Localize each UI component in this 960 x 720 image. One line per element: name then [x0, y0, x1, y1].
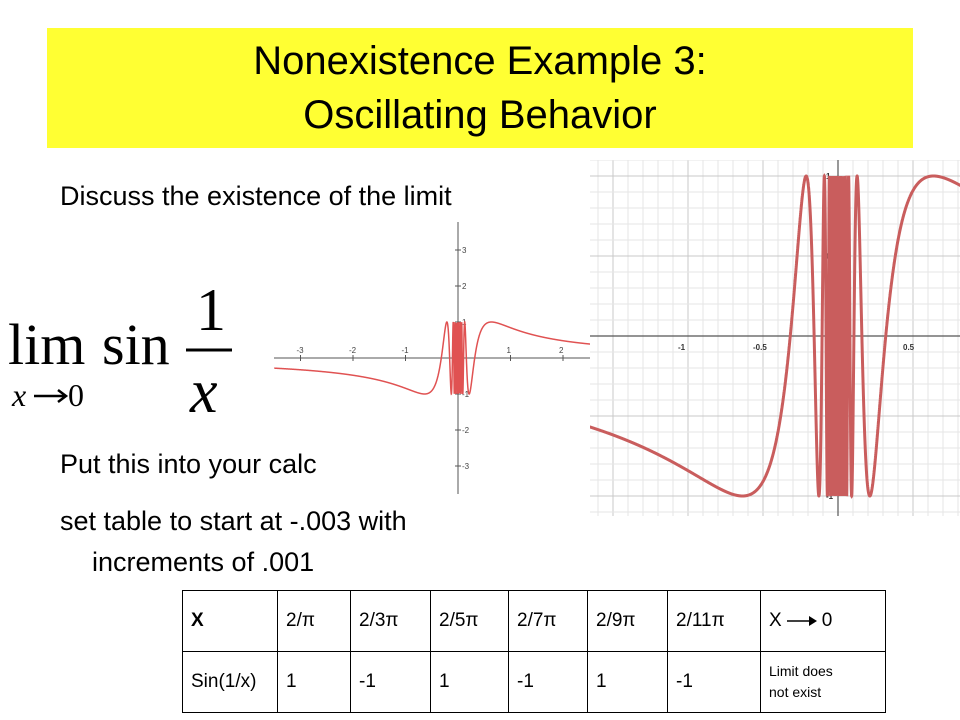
table-cell-x-header: X [182, 590, 278, 652]
prompt-text: Discuss the existence of the limit [60, 181, 452, 211]
table-cell: 2/π [277, 590, 351, 652]
table-cell: 2/5π [430, 590, 509, 652]
title-banner: Nonexistence Example 3: Oscillating Beha… [47, 28, 913, 148]
graph-small-y-tick-label: 2 [462, 282, 467, 291]
graph-zoomed-grid [590, 160, 960, 516]
graph-small-y-tick-label: -1 [462, 390, 470, 399]
formula-lim: lim [8, 312, 85, 377]
formula-subscript-zero: 0 [68, 377, 84, 413]
x-label: X [769, 610, 782, 631]
instruction-line-3: increments of .001 [92, 547, 315, 577]
sin-one-over-x-graph-zoomed: -1 -0.5 0 0.510.5-0.5-1 [590, 160, 960, 516]
table-cell-sin-header: Sin(1/x) [182, 651, 278, 713]
graph-zoomed-x-tick-label: -1 [678, 343, 686, 352]
table-cell: -1 [350, 651, 431, 713]
conclusion-line-1: Limit does [769, 663, 833, 679]
graph-small-x-tick-label: -3 [297, 346, 305, 355]
table-cell: 2/11π [667, 590, 761, 652]
subscript-arrow [34, 389, 69, 403]
table-cell: 2/7π [508, 590, 588, 652]
graph-small-x-tick-label: -2 [349, 346, 357, 355]
table-row-sin: Sin(1/x) 1 -1 1 -1 1 -1 Limit does not e… [182, 651, 886, 713]
slide-title-line-1: Nonexistence Example 3: [253, 39, 707, 83]
table-cell: 2/9π [587, 590, 668, 652]
graph-zoomed-curve [590, 173, 960, 499]
limit-formula: lim sin 1 x x 0 [8, 277, 232, 426]
zero-label: 0 [821, 610, 833, 631]
graph-zoomed-y-tick-label: -1 [826, 492, 834, 501]
sin-one-over-x-graph-small: -3-2-1123321-1-2-3 [274, 222, 646, 494]
table-cell-limit-conclusion: Limit does not exist [760, 651, 886, 713]
formula-subscript-x: x [11, 377, 26, 413]
slide-title-line-2: Oscillating Behavior [303, 93, 657, 137]
graph-small-x-tick-label: -1 [402, 346, 410, 355]
graph-small-x-tick-label: 2 [559, 346, 564, 355]
graph-small-x-tick-label: 1 [507, 346, 512, 355]
table-cell: 1 [430, 651, 509, 713]
table-cell: 2/3π [350, 590, 431, 652]
conclusion-line-2: not exist [769, 684, 822, 700]
instruction-line-1: Put this into your calc [60, 449, 317, 479]
formula-denominator: x [189, 358, 218, 426]
formula-numerator: 1 [196, 277, 226, 343]
graph-small-curve [274, 320, 642, 396]
instruction-line-2: set table to start at -.003 with [60, 506, 407, 536]
graph-small-y-tick-label: 3 [462, 246, 467, 255]
table-cell: 1 [587, 651, 668, 713]
formula-sin: sin [102, 312, 170, 377]
graph-small-y-tick-label: -2 [462, 426, 470, 435]
graph-zoomed-x-tick-label: 0.5 [903, 343, 915, 352]
graph-zoomed-x-tick-label: -0.5 [753, 343, 767, 352]
table-cell: 1 [277, 651, 351, 713]
table-cell: -1 [508, 651, 588, 713]
arrow-icon [786, 615, 817, 626]
graph-small-y-tick-label: -3 [462, 462, 470, 471]
table-cell: -1 [667, 651, 761, 713]
